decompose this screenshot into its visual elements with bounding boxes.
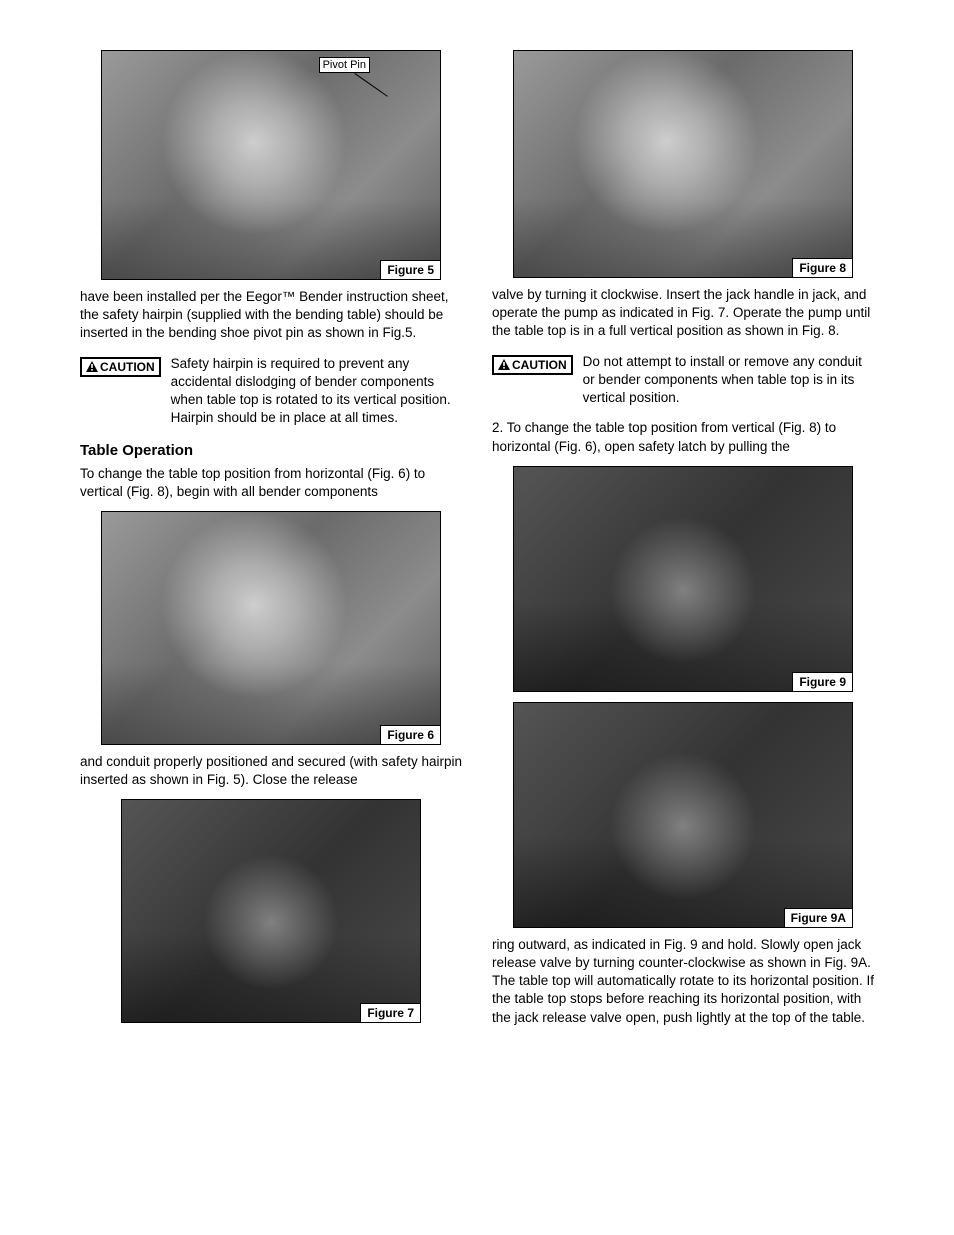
caution-badge: CAUTION xyxy=(80,357,161,377)
figure-7: Figure 7 xyxy=(121,799,421,1023)
warning-icon xyxy=(86,361,98,372)
figure-6: Figure 6 xyxy=(101,511,441,745)
right-paragraph-2: 2. To change the table top position from… xyxy=(492,419,874,455)
caution-text-right: Do not attempt to install or remove any … xyxy=(583,353,874,408)
caution-word: CAUTION xyxy=(100,360,155,374)
caution-block-right: CAUTION Do not attempt to install or rem… xyxy=(492,353,874,408)
caution-word: CAUTION xyxy=(512,358,567,372)
left-column: Pivot Pin Figure 5 have been installed p… xyxy=(80,50,462,1033)
caution-block-left: CAUTION Safety hairpin is required to pr… xyxy=(80,355,462,428)
figure-8-label: Figure 8 xyxy=(792,258,852,277)
figure-9a-label: Figure 9A xyxy=(784,908,852,927)
left-paragraph-1: have been installed per the Eegor™ Bende… xyxy=(80,288,462,343)
figure-9-photo xyxy=(514,467,852,691)
section-heading: Table Operation xyxy=(80,442,462,459)
caution-text-left: Safety hairpin is required to prevent an… xyxy=(171,355,462,428)
left-paragraph-3: and conduit properly positioned and secu… xyxy=(80,753,462,789)
figure-7-photo xyxy=(122,800,420,1022)
left-paragraph-2: To change the table top position from ho… xyxy=(80,465,462,501)
page: Pivot Pin Figure 5 have been installed p… xyxy=(0,0,954,1093)
right-paragraph-1: valve by turning it clockwise. Insert th… xyxy=(492,286,874,341)
figure-9a: Figure 9A xyxy=(513,702,853,928)
figure-8-photo xyxy=(514,51,852,277)
figure-5-photo xyxy=(102,51,440,279)
figure-8: Figure 8 xyxy=(513,50,853,278)
right-column: Figure 8 valve by turning it clockwise. … xyxy=(492,50,874,1033)
figure-5-callout: Pivot Pin xyxy=(319,57,370,73)
right-paragraph-3: ring outward, as indicated in Fig. 9 and… xyxy=(492,936,874,1027)
figure-6-label: Figure 6 xyxy=(380,725,440,744)
figure-9-label: Figure 9 xyxy=(792,672,852,691)
figure-9: Figure 9 xyxy=(513,466,853,692)
figure-5-label: Figure 5 xyxy=(380,260,440,279)
figure-5: Pivot Pin Figure 5 xyxy=(101,50,441,280)
warning-icon xyxy=(498,359,510,370)
figure-7-label: Figure 7 xyxy=(360,1003,420,1022)
caution-badge: CAUTION xyxy=(492,355,573,375)
figure-9a-photo xyxy=(514,703,852,927)
figure-6-photo xyxy=(102,512,440,744)
